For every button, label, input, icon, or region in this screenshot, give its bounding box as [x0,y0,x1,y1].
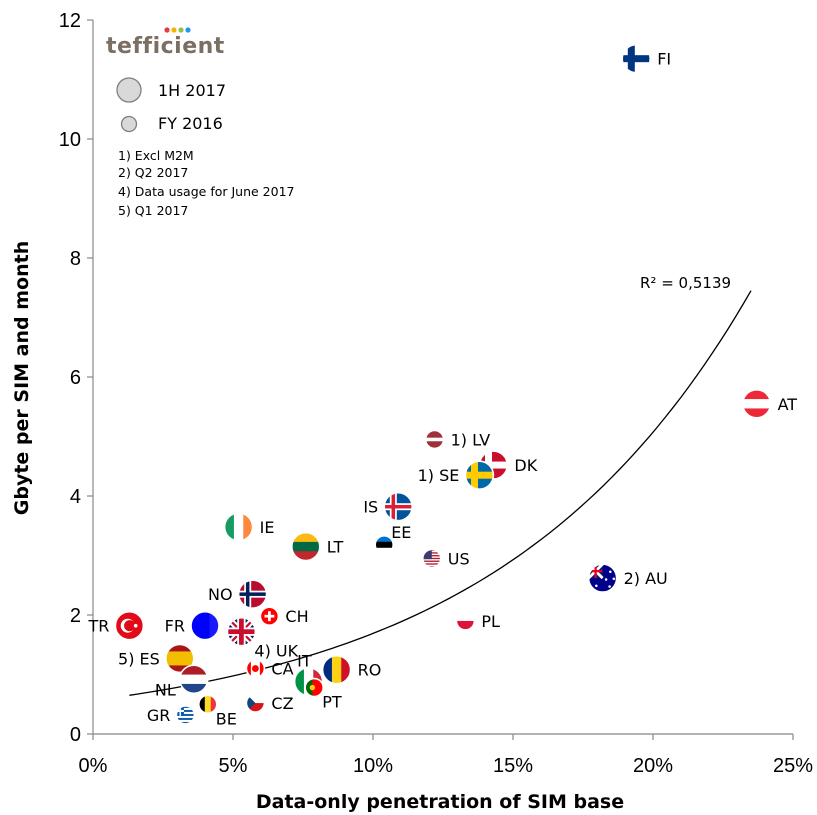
point-ca [246,660,264,678]
legend: 1H 2017 FY 2016 [117,78,226,133]
point-uk [227,618,255,646]
point-label-fr: FR [165,617,185,636]
point-label-lv: 1) LV [451,430,491,449]
y-tick-label: 4 [70,486,81,508]
point-ie [225,513,253,541]
x-tick-label: 20% [633,755,673,777]
note-1: 1) Excl M2M [118,148,194,163]
point-lt [292,533,320,561]
point-pt [305,679,323,697]
point-ch [260,607,278,625]
point-label-fi: FI [657,50,671,69]
point-label-lt: LT [327,538,344,557]
point-label-no: NO [208,585,233,604]
legend-label-1h-2017: 1H 2017 [158,81,226,100]
point-label-nl: NL [155,680,176,699]
trendline [129,291,751,696]
x-tick-label: 5% [219,755,248,777]
x-axis-title: Data-only penetration of SIM base [256,791,624,813]
logo-text: tefficient [106,34,225,59]
point-nl [180,665,208,693]
point-label-se: 1) SE [418,466,460,485]
point-cz [246,694,264,712]
legend-marker-large [117,78,141,102]
point-label-au: 2) AU [624,569,668,588]
point-tr [115,612,143,640]
point-be [199,695,217,713]
r-squared-label: R² = 0,5139 [640,274,731,292]
point-label-es: 5) ES [118,649,160,668]
point-label-uk: 4) UK [254,642,298,661]
y-tick-label: 12 [59,10,81,32]
point-label-at: AT [778,395,798,414]
point-ro [323,656,351,684]
data-points [115,45,770,725]
y-axis-title: Gbyte per SIM and month [11,241,33,515]
point-us [423,549,441,567]
y-tick-label: 10 [59,129,81,151]
point-label-be: BE [216,709,237,728]
point-is [384,493,412,521]
tefficient-logo: tefficient [106,27,225,59]
y-tick-label: 2 [70,605,81,627]
note-4: 5) Q1 2017 [118,203,188,218]
y-tick-label: 6 [70,367,81,389]
point-label-pt: PT [322,693,342,712]
point-gr [176,706,194,724]
point-label-cz: CZ [271,694,293,713]
point-no [239,580,267,608]
point-label-ro: RO [358,661,382,680]
point-label-ee: EE [391,523,411,542]
point-se [465,461,493,489]
point-label-ie: IE [260,518,275,537]
point-lv [426,430,444,448]
note-3: 4) Data usage for June 2017 [118,184,294,199]
footnotes: 1) Excl M2M 2) Q2 2017 4) Data usage for… [118,148,294,218]
x-tick-labels: 0% 5% 10% 15% 20% 25% [79,734,814,777]
point-label-it: IT [297,652,312,671]
x-tick-label: 0% [79,755,108,777]
point-label-ch: CH [285,607,308,626]
point-label-tr: TR [88,617,110,636]
point-fi [622,45,650,73]
point-pl [456,612,474,630]
y-tick-label: 8 [70,248,81,270]
point-au [589,564,617,592]
point-label-gr: GR [147,706,171,725]
legend-label-fy-2016: FY 2016 [158,114,223,133]
point-label-pl: PL [481,612,500,631]
x-tick-label: 25% [773,755,813,777]
x-tick-label: 15% [493,755,533,777]
point-label-ca: CA [271,660,293,679]
point-fr [191,612,219,640]
y-tick-label: 0 [70,724,81,746]
point-at [743,390,771,418]
point-label-is: IS [363,498,378,517]
note-2: 2) Q2 2017 [118,165,188,180]
legend-marker-small [122,117,137,132]
x-tick-label: 10% [353,755,393,777]
point-label-us: US [448,549,470,568]
point-label-dk: DK [514,456,537,475]
